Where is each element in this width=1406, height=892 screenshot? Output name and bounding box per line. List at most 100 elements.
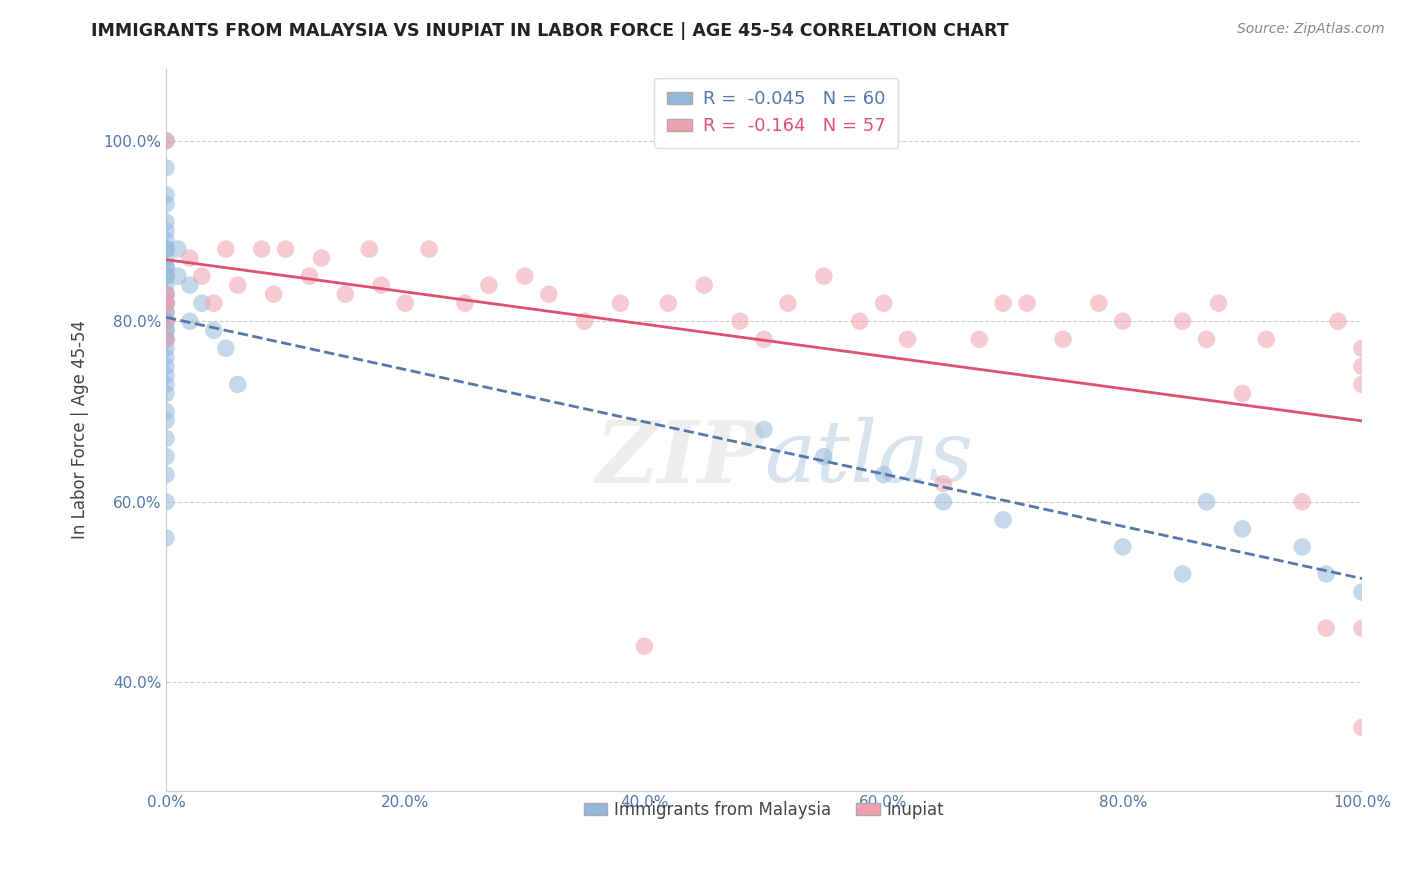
Point [167,242,190,256]
Point [335,287,357,301]
Point [993,296,1015,310]
Point [274,242,297,256]
Point [1315,566,1337,581]
Point [896,332,918,346]
Point [155,197,177,211]
Point [1351,585,1374,599]
Point [155,323,177,337]
Point [155,187,177,202]
Point [1112,540,1135,554]
Point [155,314,177,328]
Point [179,314,201,328]
Point [1195,332,1218,346]
Point [359,242,381,256]
Point [1327,314,1350,328]
Point [155,351,177,365]
Point [298,269,321,284]
Point [1315,621,1337,635]
Point [813,269,835,284]
Point [513,269,536,284]
Point [155,467,177,482]
Point [155,296,177,310]
Point [155,269,177,284]
Point [728,314,751,328]
Point [155,495,177,509]
Point [155,296,177,310]
Point [752,423,775,437]
Point [418,242,440,256]
Point [155,134,177,148]
Point [1208,296,1230,310]
Point [537,287,560,301]
Point [155,332,177,346]
Point [202,323,225,337]
Point [1351,621,1374,635]
Point [167,269,190,284]
Point [191,296,214,310]
Point [1232,522,1254,536]
Text: ZIP: ZIP [596,417,763,500]
Point [1112,314,1135,328]
Point [155,450,177,464]
Point [155,296,177,310]
Point [155,233,177,247]
Point [263,287,285,301]
Point [155,413,177,427]
Point [1351,342,1374,356]
Point [155,134,177,148]
Point [967,332,990,346]
Point [155,278,177,293]
Point [1351,377,1374,392]
Point [1232,386,1254,401]
Point [454,296,477,310]
Point [155,432,177,446]
Point [155,332,177,346]
Point [155,305,177,319]
Point [155,251,177,265]
Point [932,476,955,491]
Point [1351,359,1374,374]
Point [155,287,177,301]
Point [155,287,177,301]
Point [993,513,1015,527]
Point [155,242,177,256]
Point [155,287,177,301]
Y-axis label: In Labor Force | Age 45-54: In Labor Force | Age 45-54 [72,320,89,539]
Point [155,269,177,284]
Point [752,332,775,346]
Point [155,377,177,392]
Point [1052,332,1074,346]
Point [872,296,894,310]
Point [776,296,799,310]
Point [1171,314,1194,328]
Text: Source: ZipAtlas.com: Source: ZipAtlas.com [1237,22,1385,37]
Point [1291,540,1313,554]
Point [1351,720,1374,734]
Point [1171,566,1194,581]
Point [1017,296,1039,310]
Point [1256,332,1278,346]
Point [155,260,177,274]
Point [478,278,501,293]
Point [155,342,177,356]
Point [155,386,177,401]
Point [179,251,201,265]
Point [657,296,679,310]
Point [250,242,273,256]
Point [311,251,333,265]
Point [215,242,238,256]
Point [155,332,177,346]
Point [155,215,177,229]
Point [155,242,177,256]
Point [693,278,716,293]
Point [155,296,177,310]
Point [1088,296,1111,310]
Point [215,342,238,356]
Text: atlas: atlas [763,417,973,500]
Point [155,323,177,337]
Point [155,314,177,328]
Point [1195,495,1218,509]
Point [848,314,870,328]
Point [155,161,177,175]
Legend: Immigrants from Malaysia, Inupiat: Immigrants from Malaysia, Inupiat [578,794,950,826]
